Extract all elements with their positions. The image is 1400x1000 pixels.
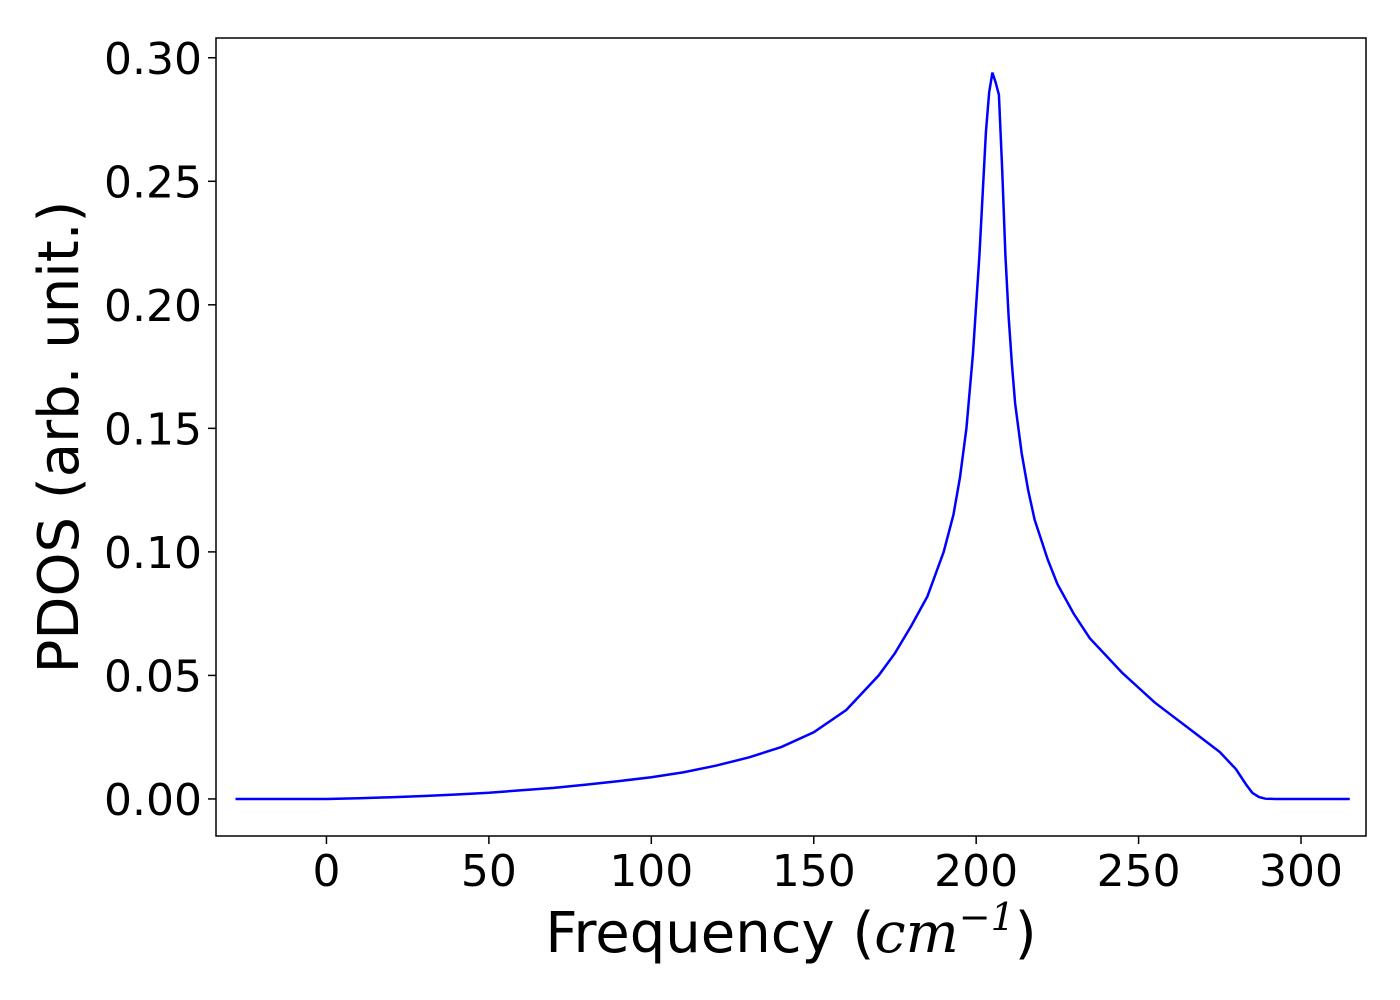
x-tick-label: 250 [1097,846,1181,897]
y-tick-label: 0.15 [104,404,202,455]
y-axis-label: PDOS (arb. unit.) [27,201,92,674]
x-tick-label: 100 [609,846,693,897]
y-tick-label: 0.10 [104,528,202,579]
x-tick-label: 150 [772,846,856,897]
x-tick-label: 200 [934,846,1018,897]
series-line [235,72,1350,801]
x-tick-label: 0 [312,846,340,897]
plot-frame [215,37,1367,837]
y-tick-label: 0.00 [104,775,202,826]
x-axis-label: Frequency (cm−1) [545,895,1036,966]
x-tick-label: 50 [461,846,517,897]
y-axis-ticks: 0.00 0.05 0.10 0.15 0.20 0.25 0.30 [104,34,216,826]
y-tick-label: 0.05 [104,651,202,702]
y-tick-label: 0.20 [104,281,202,332]
y-tick-label: 0.30 [104,34,202,85]
x-axis-ticks: 0 50 100 150 200 250 300 [312,836,1343,897]
x-tick-label: 300 [1259,846,1343,897]
y-tick-label: 0.25 [104,157,202,208]
